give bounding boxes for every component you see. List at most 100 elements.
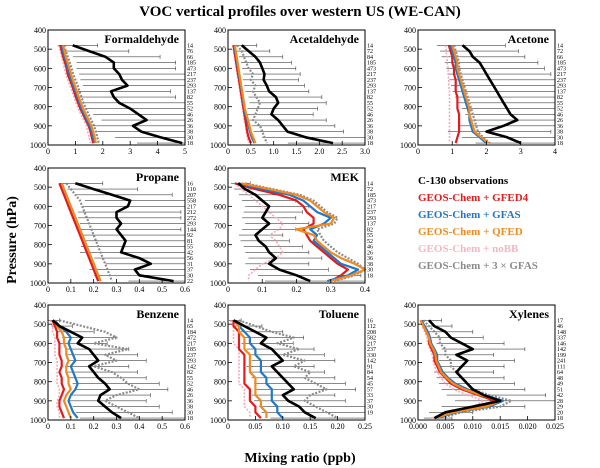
sample-count: 28	[557, 399, 563, 405]
y-tick-label: 400	[34, 301, 46, 310]
sample-count: 52	[187, 107, 193, 113]
y-tick-label: 800	[34, 241, 46, 250]
y-tick-label: 400	[214, 164, 226, 173]
y-tick-label: 800	[34, 103, 46, 112]
sample-count: 142	[367, 359, 376, 365]
sample-count: 30	[557, 135, 563, 141]
sample-count: 142	[187, 364, 196, 370]
legend-entry: GEOS-Chem + noBB	[418, 243, 519, 255]
y-tick-label: 600	[34, 64, 46, 73]
panel-title: Toluene	[319, 307, 360, 321]
sample-count: 142	[557, 347, 566, 353]
x-tick-label: 1.0	[269, 147, 279, 156]
sample-count: 57	[367, 387, 373, 393]
sample-count: 81	[187, 239, 193, 245]
sample-count: 217	[557, 72, 566, 78]
sample-count: 26	[187, 118, 193, 124]
y-tick-label: 600	[214, 64, 226, 73]
sample-count: 55	[367, 101, 373, 107]
y-tick-label: 500	[34, 320, 46, 329]
sample-count: 241	[557, 359, 566, 365]
x-tick-label: 0	[226, 147, 230, 156]
series-line-0	[75, 182, 174, 283]
sample-count: 54	[367, 376, 373, 382]
sample-count: 36	[557, 124, 563, 130]
sample-count: 473	[557, 66, 566, 72]
x-tick-label: 0.3	[112, 422, 122, 431]
sample-count: 293	[187, 222, 196, 228]
x-tick-label: 0.005	[436, 422, 454, 431]
y-tick-label: 400	[214, 301, 226, 310]
series-line-5	[65, 182, 113, 282]
sample-count: 184	[187, 330, 196, 336]
legend-entry: GEOS-Chem + GFAS	[418, 209, 521, 221]
sample-count: 582	[367, 336, 376, 342]
sample-count: 272	[187, 216, 196, 222]
panel-acetone: 0 1 2 3 440050060070080090010001472661854732…	[400, 26, 566, 156]
series-line-4	[234, 182, 284, 282]
sample-count: 36	[187, 399, 193, 405]
sample-count: 37	[367, 399, 373, 405]
plot-frame	[417, 29, 556, 146]
x-tick-label: 0.4	[134, 285, 144, 294]
sample-count: 237	[187, 78, 196, 84]
sample-count: 330	[367, 353, 376, 359]
sample-count: 33	[367, 393, 373, 399]
y-tick-label: 600	[214, 202, 226, 211]
sample-count: 46	[557, 112, 563, 118]
sample-count: 473	[187, 66, 196, 72]
sample-count: 208	[367, 330, 376, 336]
sample-count: 31	[187, 262, 193, 268]
sample-count: 293	[367, 216, 376, 222]
series-line-0	[232, 319, 317, 420]
series-line-3	[232, 319, 268, 419]
sample-count: 26	[367, 118, 373, 124]
sample-count: 18	[367, 273, 373, 279]
sample-count: 26	[187, 393, 193, 399]
sample-count: 30	[187, 410, 193, 416]
sample-count: 46	[367, 245, 373, 251]
sample-count: 293	[367, 84, 376, 90]
sample-count: 56	[187, 256, 193, 262]
series-line-3	[62, 45, 97, 144]
y-tick-label: 1000	[30, 416, 46, 425]
panel-acetaldehyde: 0 0.5 1.0 1.5 2.0 2.5 3.0 400 500 600 700 800 900 100…	[210, 26, 376, 156]
x-tick-label: 0.2	[292, 285, 302, 294]
sample-count: 72	[557, 49, 563, 55]
sample-count: 18	[187, 416, 193, 422]
x-tick-label: 5	[183, 147, 187, 156]
sample-count: 30	[367, 135, 373, 141]
series-line-1	[51, 319, 66, 419]
y-tick-label: 1000	[30, 279, 46, 288]
sample-count: 72	[367, 187, 373, 193]
panel-title: MEK	[330, 170, 359, 184]
sample-count: 185	[367, 61, 376, 67]
legend-entry: GEOS-Chem + 3 × GFAS	[418, 260, 538, 272]
sample-count: 207	[187, 193, 196, 199]
sample-count: 30	[367, 268, 373, 274]
sample-count: 38	[367, 262, 373, 268]
y-tick-label: 500	[34, 183, 46, 192]
sample-count: 14	[367, 43, 373, 49]
y-tick-label: 800	[404, 103, 416, 112]
series-line-2	[238, 182, 360, 283]
panel-toluene: 0 0.05 0.10 0.15 0.20 0.25 400 500 600 700 800 900 1…	[210, 301, 376, 431]
series-line-0	[428, 319, 502, 420]
sample-count: 38	[187, 405, 193, 411]
sample-count: 217	[367, 341, 376, 347]
y-tick-label: 1000	[210, 279, 226, 288]
sample-count: 38	[367, 130, 373, 136]
series-line-0	[237, 182, 311, 283]
sample-count: 185	[557, 61, 566, 67]
sample-count: 148	[557, 330, 566, 336]
y-tick-label: 900	[34, 122, 46, 131]
series-line-2	[449, 44, 488, 144]
sample-count: 29	[557, 405, 563, 411]
series-line-4	[444, 45, 451, 144]
y-tick-label: 600	[34, 202, 46, 211]
sample-count: 217	[367, 204, 376, 210]
panel-title: Acetone	[508, 32, 550, 46]
x-tick-label: 0.6	[180, 285, 190, 294]
sample-count: 18	[367, 141, 373, 147]
